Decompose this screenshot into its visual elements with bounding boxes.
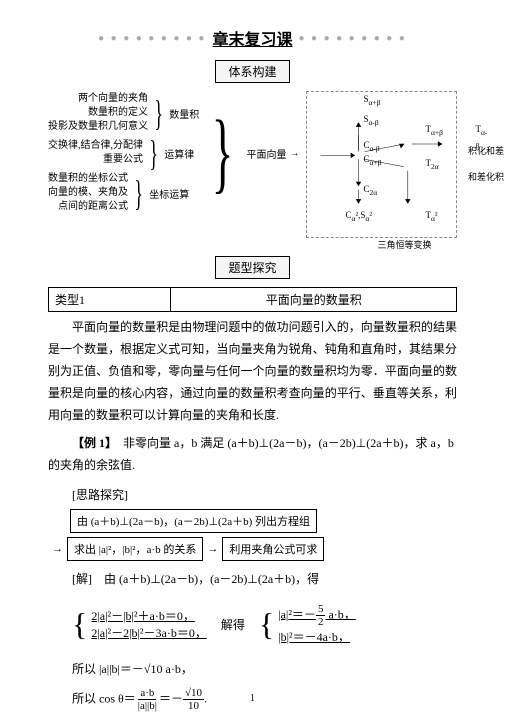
solution-line: [解] 由 (a＋b)⊥(2a－b)，(a－2b)⊥(2a＋b)，得: [72, 569, 457, 589]
side-label: 和差化积: [468, 170, 504, 183]
arrow-icon: →: [52, 543, 63, 555]
table-cell: 类型1: [49, 288, 171, 312]
diagram-caption: 三角恒等变换: [377, 238, 431, 251]
concept-diagram: 两个向量的夹角数量积的定义投影及数量积几何意义 }数量积 交换律,结合律,分配律…: [48, 91, 457, 238]
result-line: 所以 |a||b|＝－√10 a·b，: [72, 659, 457, 679]
node-label: C2α: [363, 184, 377, 197]
arrow-icon: →: [207, 543, 218, 555]
node-label: Tα+β: [425, 124, 442, 137]
paragraph: 平面向量的数量积是由物理问题中的做功问题引入的，向量数量积的结果是一个数量，根据…: [48, 316, 457, 426]
deco-dots: ● ● ● ● ● ● ● ● ●: [98, 33, 206, 44]
think-label: [思路探究]: [72, 486, 457, 503]
section-heading: 体系构建: [215, 60, 289, 83]
page-number: 1: [0, 693, 505, 704]
example-text: 【例 1】 非零向量 a，b 满足 (a＋b)⊥(2a－b)，(a－2b)⊥(2…: [48, 432, 457, 476]
example-label: 【例 1】: [72, 436, 111, 450]
equation-system: { |a|²＝－52 a·b， |b|²＝－4a·b，: [259, 603, 356, 645]
table-cell: 平面向量的数量积: [171, 288, 457, 312]
flow-step: 由 (a＋b)⊥(2a－b)，(a－2b)⊥(2a＋b) 列出方程组: [70, 509, 317, 533]
flow-step: 求出 |a|²，|b|²，a·b 的关系: [67, 537, 203, 561]
section-heading: 题型探究: [215, 256, 289, 279]
node-label: Sα+β: [363, 94, 380, 107]
page-title: 章末复习课: [212, 26, 292, 50]
node-label: Cα+β: [363, 154, 381, 167]
type-table: 类型1 平面向量的数量积: [48, 287, 457, 312]
side-label: 积化和差: [468, 144, 504, 157]
node-label: Cα²,Sα²: [345, 210, 372, 223]
equation-system: { 2|a|²－|b|²＋a·b＝0，2|a|²－2|b|²－3a·b＝0，: [72, 607, 207, 641]
node-label: T2α: [425, 158, 438, 171]
flow-step: 利用夹角公式可求: [222, 537, 324, 561]
node-label: Tα²: [425, 210, 437, 223]
node-label: Sα-β: [363, 114, 378, 127]
mid-text: 解得: [221, 616, 245, 633]
deco-dots: ● ● ● ● ● ● ● ● ●: [299, 33, 407, 44]
node-label: Cα-β: [363, 140, 379, 153]
